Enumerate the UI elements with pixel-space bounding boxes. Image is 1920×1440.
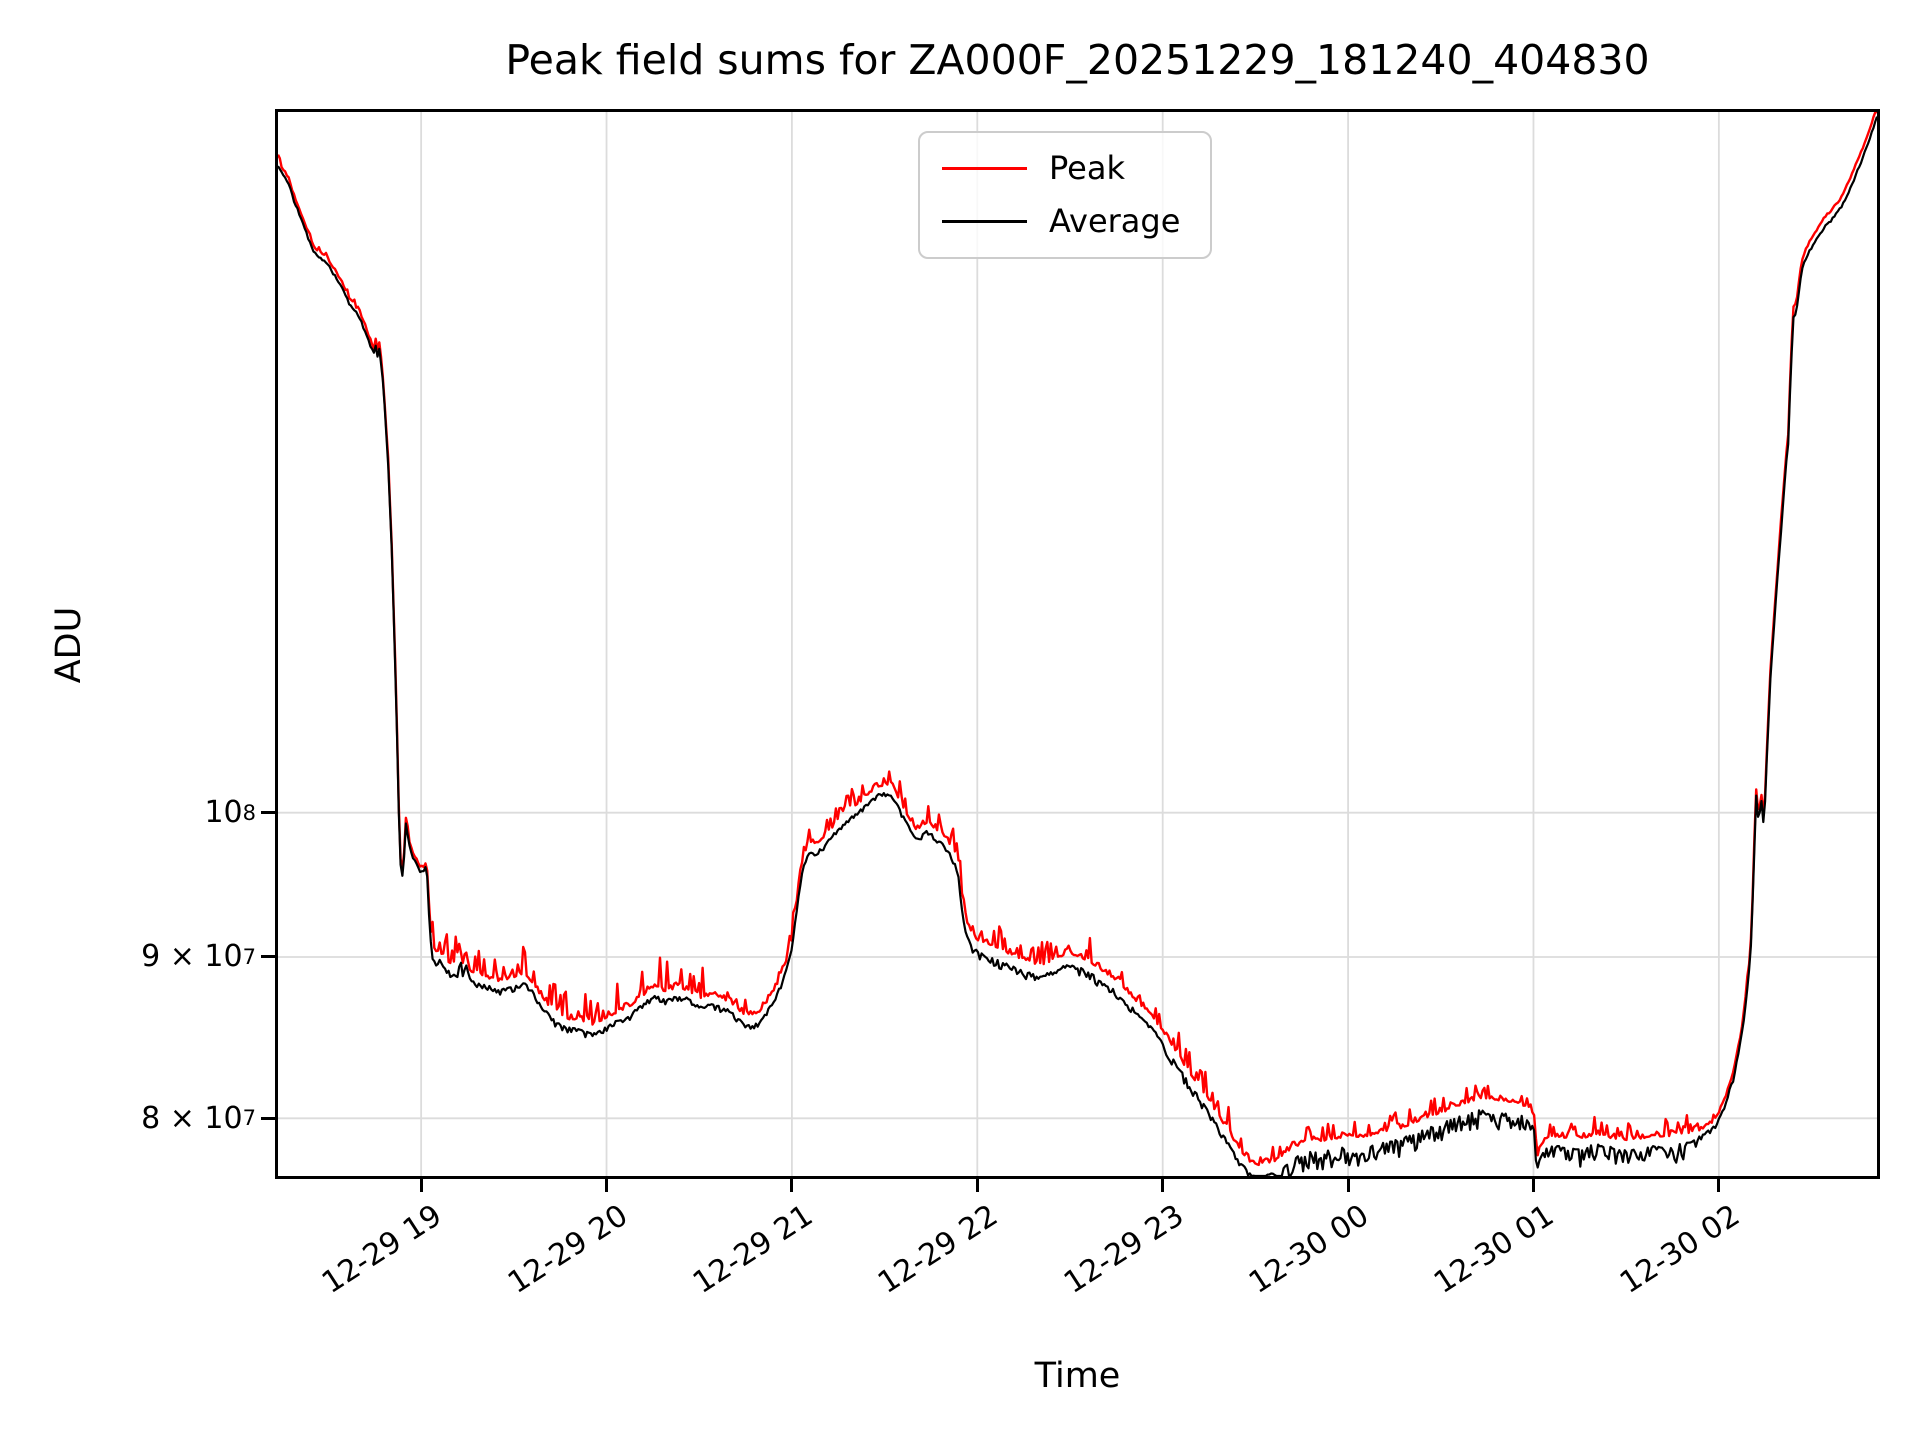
x-tick-label: 12-29 23 bbox=[1057, 1198, 1190, 1301]
plot-canvas bbox=[278, 112, 1877, 1176]
x-tick-mark bbox=[1346, 1178, 1350, 1192]
legend-line-sample bbox=[942, 220, 1027, 224]
x-tick-mark bbox=[1161, 1178, 1165, 1192]
x-tick-label: 12-30 00 bbox=[1242, 1198, 1376, 1301]
plot-frame bbox=[275, 109, 1880, 1179]
x-tick-mark bbox=[605, 1178, 608, 1192]
y-tick-label: 10 8 bbox=[204, 795, 256, 831]
x-tick-label: 12-29 22 bbox=[872, 1198, 1005, 1301]
series-average-line bbox=[278, 116, 1877, 1176]
x-tick-mark bbox=[419, 1178, 423, 1192]
legend: Peak Average bbox=[918, 131, 1213, 260]
x-tick-label: 12-29 19 bbox=[315, 1198, 449, 1301]
series-peak-line bbox=[278, 112, 1877, 1167]
y-tick-label: 8 × 10 7 bbox=[141, 1100, 256, 1136]
legend-line-sample bbox=[942, 167, 1027, 171]
y-tick-mark bbox=[261, 811, 275, 815]
x-tick-label: 12-29 21 bbox=[686, 1198, 819, 1301]
x-tick-mark bbox=[1717, 1178, 1721, 1192]
legend-entry-peak: Peak bbox=[942, 149, 1180, 187]
x-tick-mark bbox=[975, 1178, 979, 1192]
y-axis-label: ADU bbox=[49, 606, 89, 684]
x-tick-label: 12-30 02 bbox=[1613, 1198, 1746, 1301]
y-tick-mark bbox=[261, 955, 275, 959]
x-tick-mark bbox=[1531, 1178, 1535, 1192]
chart-title: Peak field sums for ZA000F_20251229_1812… bbox=[505, 36, 1650, 84]
legend-label: Peak bbox=[1049, 149, 1125, 187]
y-tick-mark bbox=[261, 1116, 275, 1120]
x-tick-mark bbox=[790, 1178, 794, 1192]
legend-entry-average: Average bbox=[942, 202, 1181, 241]
y-tick-label: 9 × 10 7 bbox=[141, 939, 256, 975]
x-tick-label: 12-30 01 bbox=[1428, 1198, 1561, 1301]
legend-label: Average bbox=[1049, 202, 1181, 241]
x-tick-label: 12-29 20 bbox=[501, 1198, 634, 1301]
x-axis-label: Time bbox=[1034, 1356, 1121, 1396]
